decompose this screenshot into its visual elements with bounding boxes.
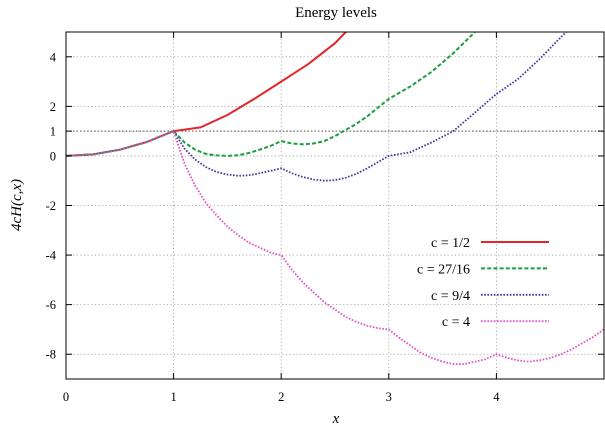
- x-axis-label: x: [332, 411, 340, 427]
- series-layer: [66, 32, 604, 365]
- y-axis-label: 4cH(c,x): [9, 179, 25, 231]
- series-line-3: [66, 130, 604, 365]
- y-tick-label: -6: [46, 298, 56, 312]
- legend: c = 1/2 c = 27/16 c = 9/4 c = 4: [417, 236, 549, 330]
- series-line-0: [66, 32, 347, 157]
- series-line-1: [66, 32, 476, 157]
- axis-ticks: 0 1 2 3 4 4 2 1 0 -2 -4 -6 -8: [46, 32, 604, 404]
- y-tick-label: 0: [50, 149, 56, 163]
- series-line-2: [66, 32, 567, 182]
- grid-lines: [66, 32, 604, 379]
- y-tick-label: -8: [46, 348, 56, 362]
- legend-label-1: c = 27/16: [417, 262, 470, 277]
- y-tick-label: -4: [46, 249, 57, 263]
- x-tick-label: 0: [63, 390, 69, 404]
- y-tick-label: 1: [50, 125, 56, 139]
- legend-label-2: c = 9/4: [431, 289, 470, 304]
- x-tick-label: 4: [493, 390, 500, 404]
- legend-label-0: c = 1/2: [431, 236, 470, 251]
- x-tick-label: 2: [278, 390, 284, 404]
- x-tick-label: 3: [386, 390, 392, 404]
- y-tick-label: -2: [46, 199, 56, 213]
- legend-label-3: c = 4: [442, 315, 470, 330]
- y-tick-label: 2: [50, 100, 56, 114]
- x-tick-label: 1: [170, 390, 176, 404]
- y-tick-label: 4: [50, 50, 57, 64]
- chart-title: Energy levels: [295, 5, 377, 21]
